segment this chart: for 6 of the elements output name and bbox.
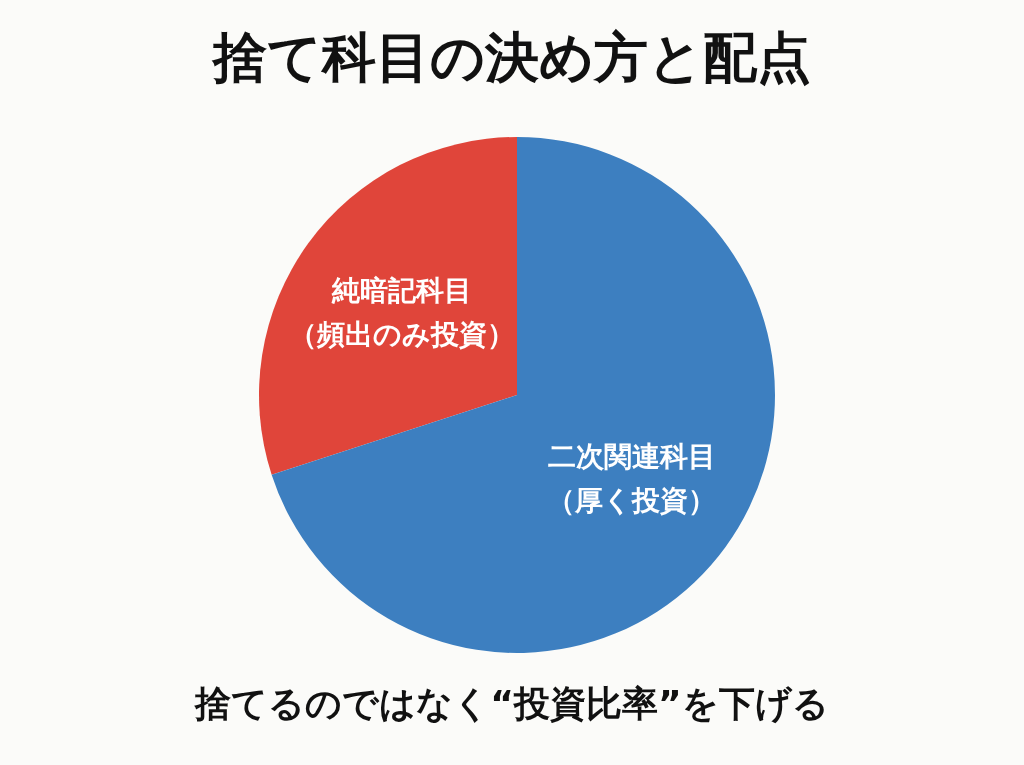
slice-label: 純暗記科目（頻出のみ投資） (289, 273, 516, 351)
text: 捨てるのではなく“投資比率”を下げる (193, 682, 830, 726)
pie-slice (259, 137, 517, 475)
slice-label: 二次関連科目（厚く投資） (547, 439, 717, 517)
pie-slice (271, 137, 775, 653)
chart-title: 捨て科目の決め方と配点 (211, 25, 812, 91)
